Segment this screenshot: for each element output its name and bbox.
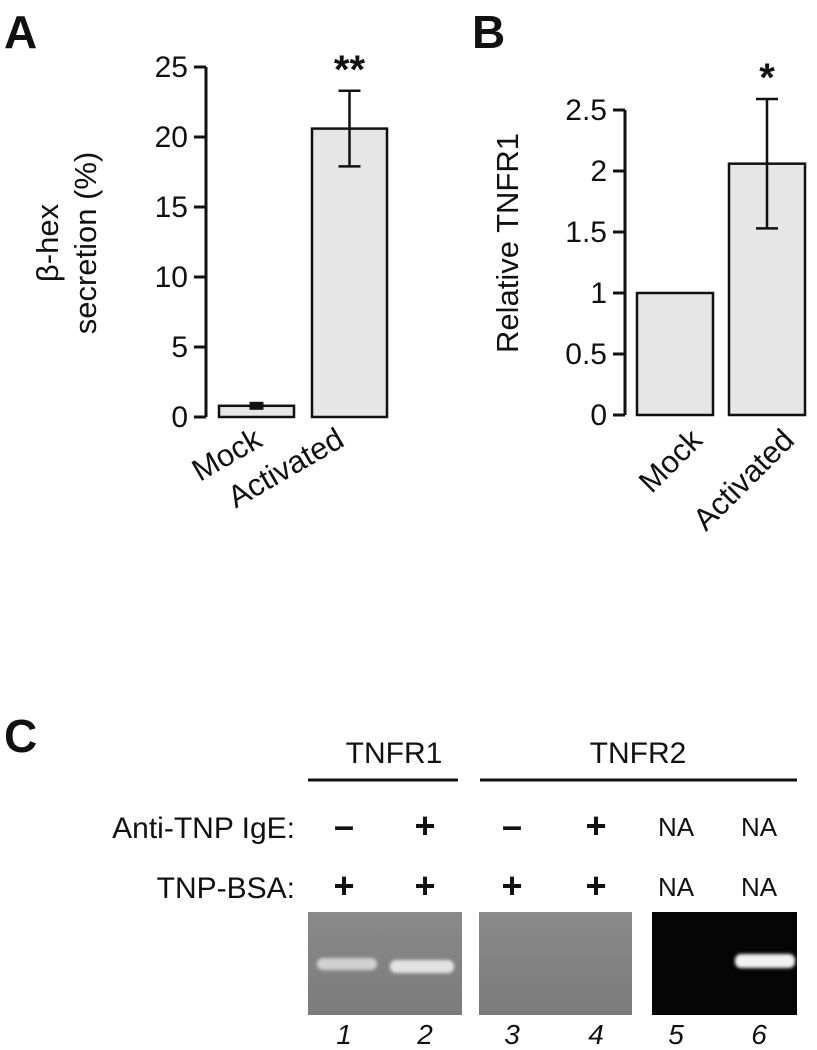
gel-condition-value: NA [658, 872, 695, 902]
gel-condition-value: + [414, 805, 435, 846]
chart-a-y-axis: 0 5 10 15 20 25 [155, 51, 208, 434]
chart-b-y-axis: 0 0.5 1 1.5 2 2.5 [565, 94, 627, 432]
chart-b-bar [727, 162, 807, 417]
gel-group-tnfr1: TNFR1 [346, 737, 443, 770]
gel-condition-value: + [414, 865, 435, 906]
chart-b-error-bar [756, 97, 778, 230]
gel-band [317, 958, 377, 970]
gel-condition-value: + [501, 865, 522, 906]
chart-b-y-tick-label: 0.5 [565, 338, 607, 371]
gel-condition-value: + [585, 805, 606, 846]
chart-a-y-label-line-2: secretion (%) [68, 152, 103, 335]
chart-b-y-tick-label: 2 [590, 155, 607, 188]
gel-condition-value: – [502, 805, 522, 846]
chart-a-error-bar [249, 401, 264, 410]
chart-b-bar [635, 291, 715, 417]
gel-row-tnp-bsa: TNP-BSA: [157, 872, 295, 905]
chart-b-significance: * [759, 56, 775, 100]
chart-a-y-tick-label: 10 [155, 261, 188, 294]
chart-a-y-tick-label: 0 [171, 401, 188, 434]
gel-condition-value: NA [741, 872, 778, 902]
gel-lane-number: 4 [588, 1019, 604, 1050]
gel-condition-signs: – + – + NA NA + + + + NA NA [333, 805, 777, 906]
chart-b-category-activated: Activated [686, 422, 801, 537]
gel-lane-numbers: 1 2 3 4 5 6 [336, 1019, 767, 1050]
chart-a-bars: ** [217, 48, 389, 419]
chart-a-bar [310, 127, 389, 419]
chart-b-category-mock: Mock [632, 422, 709, 499]
gel-condition-value: + [333, 865, 354, 906]
chart-b-y-tick-label: 0 [590, 399, 607, 432]
panel-letter-b: B [472, 6, 505, 58]
gel-condition-value: – [334, 805, 354, 846]
gel-lane-number: 5 [668, 1019, 684, 1050]
chart-a-error-bar [338, 89, 361, 168]
gel-condition-value: + [585, 865, 606, 906]
gel-lane-number: 1 [336, 1019, 352, 1050]
chart-b-y-tick-label: 2.5 [565, 94, 607, 127]
panel-letter-a: A [4, 6, 37, 58]
chart-a-significance: ** [334, 48, 366, 92]
gel-band [735, 954, 795, 968]
gel-panel: TNFR1 TNFR2 Anti-TNP IgE: TNP-BSA: – + – + N… [112, 737, 797, 1050]
gel-image-lanes-3-4 [479, 912, 632, 1015]
chart-a-y-tick-label: 15 [155, 191, 188, 224]
panel-letter-c: C [4, 710, 37, 762]
chart-b-y-tick-label: 1 [590, 277, 607, 310]
gel-lane-number: 6 [751, 1019, 767, 1050]
chart-a-y-label-line-1: β-hex [30, 203, 65, 282]
chart-b-y-label: Relative TNFR1 [490, 133, 525, 353]
chart-a-y-tick-label: 20 [155, 121, 188, 154]
gel-bands [317, 954, 795, 973]
gel-row-anti-tnp-ige: Anti-TNP IgE: [112, 812, 295, 845]
chart-a-y-tick-label: 25 [155, 51, 188, 84]
gel-lane-number: 3 [504, 1019, 520, 1050]
chart-b-y-tick-label: 1.5 [565, 216, 607, 249]
gel-band [390, 960, 454, 973]
gel-lane-number: 2 [416, 1019, 433, 1050]
gel-condition-value: NA [741, 812, 778, 842]
chart-b-bars: * [635, 56, 807, 417]
gel-group-tnfr2: TNFR2 [590, 737, 687, 770]
chart-b: 0 0.5 1 1.5 2 2.5 * Relative TNFR1 Mock Activ… [490, 56, 807, 537]
gel-condition-value: NA [658, 812, 695, 842]
chart-a-y-tick-label: 5 [171, 331, 188, 364]
